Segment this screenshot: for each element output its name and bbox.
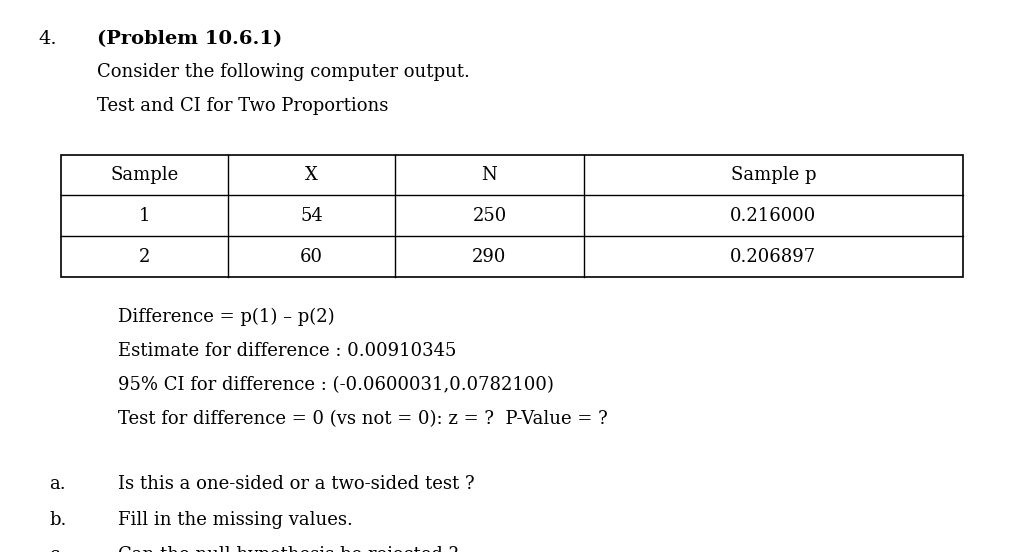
Text: b.: b. [49, 511, 67, 529]
Text: a.: a. [49, 475, 66, 493]
Text: X: X [305, 166, 317, 184]
Text: 54: 54 [300, 207, 323, 225]
Text: Estimate for difference : 0.00910345: Estimate for difference : 0.00910345 [118, 342, 456, 360]
Text: 60: 60 [300, 248, 323, 266]
Text: Consider the following computer output.: Consider the following computer output. [97, 63, 470, 82]
Text: Test for difference = 0 (vs not = 0): z = ?  P-Value = ?: Test for difference = 0 (vs not = 0): z … [118, 410, 607, 428]
Bar [61, 155, 963, 277]
Text: Sample: Sample [111, 166, 179, 184]
Text: Difference = p(1) – p(2): Difference = p(1) – p(2) [118, 307, 335, 326]
Text: 250: 250 [472, 207, 507, 225]
Text: 4.: 4. [39, 30, 57, 49]
Text: Test and CI for Two Proportions: Test and CI for Two Proportions [97, 97, 389, 115]
Text: 290: 290 [472, 248, 507, 266]
Text: 1: 1 [139, 207, 151, 225]
Text: 0.206897: 0.206897 [730, 248, 816, 266]
Text: 2: 2 [139, 248, 151, 266]
Text: 0.216000: 0.216000 [730, 207, 816, 225]
Text: (Problem 10.6.1): (Problem 10.6.1) [97, 30, 283, 49]
Text: Is this a one-sided or a two-sided test ?: Is this a one-sided or a two-sided test … [118, 475, 474, 493]
Text: Sample p: Sample p [730, 166, 816, 184]
Text: Can the null hypothesis be rejected ?: Can the null hypothesis be rejected ? [118, 546, 458, 552]
Text: N: N [481, 166, 498, 184]
Text: c.: c. [49, 546, 66, 552]
Text: 95% CI for difference : (-0.0600031,0.0782100): 95% CI for difference : (-0.0600031,0.07… [118, 376, 554, 394]
Text: Fill in the missing values.: Fill in the missing values. [118, 511, 352, 529]
